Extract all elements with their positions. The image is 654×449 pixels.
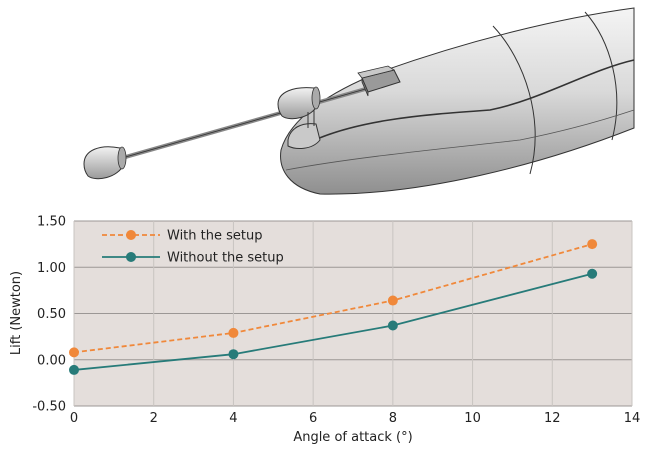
legend-marker-0 bbox=[126, 230, 136, 240]
data-point-0-2 bbox=[387, 295, 398, 306]
series-line-0 bbox=[73, 243, 593, 354]
legend: With the setup Without the setup bbox=[102, 229, 284, 266]
y-tick-label: 1.00 bbox=[37, 261, 66, 276]
front-probe bbox=[83, 146, 125, 180]
legend-label-0: With the setup bbox=[167, 229, 262, 244]
x-tick-label: 14 bbox=[624, 411, 641, 426]
gridlines bbox=[73, 220, 633, 407]
x-tick-label: 8 bbox=[389, 411, 397, 426]
x-tick-label: 0 bbox=[70, 411, 78, 426]
lift-chart: -0.50 0.00 0.50 1.00 1.50 0 2 4 6 8 10 12 14 With t… bbox=[9, 215, 640, 446]
y-tick-label: 0.00 bbox=[37, 353, 66, 368]
legend-marker-1 bbox=[126, 252, 136, 262]
data-point-1-1 bbox=[228, 349, 239, 360]
data-point-1-2 bbox=[387, 320, 398, 331]
middle-probe bbox=[277, 87, 319, 120]
data-point-1-3 bbox=[587, 268, 598, 279]
x-tick-label: 10 bbox=[464, 411, 481, 426]
data-point-0-0 bbox=[69, 347, 79, 358]
hull-shape bbox=[280, 7, 635, 195]
x-tick-label: 12 bbox=[544, 411, 561, 426]
series-line-1 bbox=[73, 272, 593, 371]
y-axis-label: Lift (Newton) bbox=[9, 271, 24, 355]
x-tick-label: 4 bbox=[229, 411, 237, 426]
x-tick-label: 2 bbox=[150, 411, 158, 426]
y-tick-label: -0.50 bbox=[32, 400, 66, 415]
data-point-0-1 bbox=[228, 327, 239, 338]
y-tick-label: 1.50 bbox=[37, 215, 66, 230]
x-axis-label: Angle of attack (°) bbox=[293, 430, 412, 445]
data-point-1-0 bbox=[69, 364, 79, 375]
legend-label-1: Without the setup bbox=[167, 251, 284, 266]
data-point-0-3 bbox=[587, 239, 598, 250]
airship-illustration bbox=[83, 7, 635, 195]
y-tick-labels: -0.50 0.00 0.50 1.00 1.50 bbox=[32, 215, 66, 415]
series-layer bbox=[69, 239, 598, 375]
x-tick-labels: 0 2 4 6 8 10 12 14 bbox=[70, 411, 640, 426]
x-tick-label: 6 bbox=[309, 411, 317, 426]
y-tick-label: 0.50 bbox=[37, 307, 66, 322]
